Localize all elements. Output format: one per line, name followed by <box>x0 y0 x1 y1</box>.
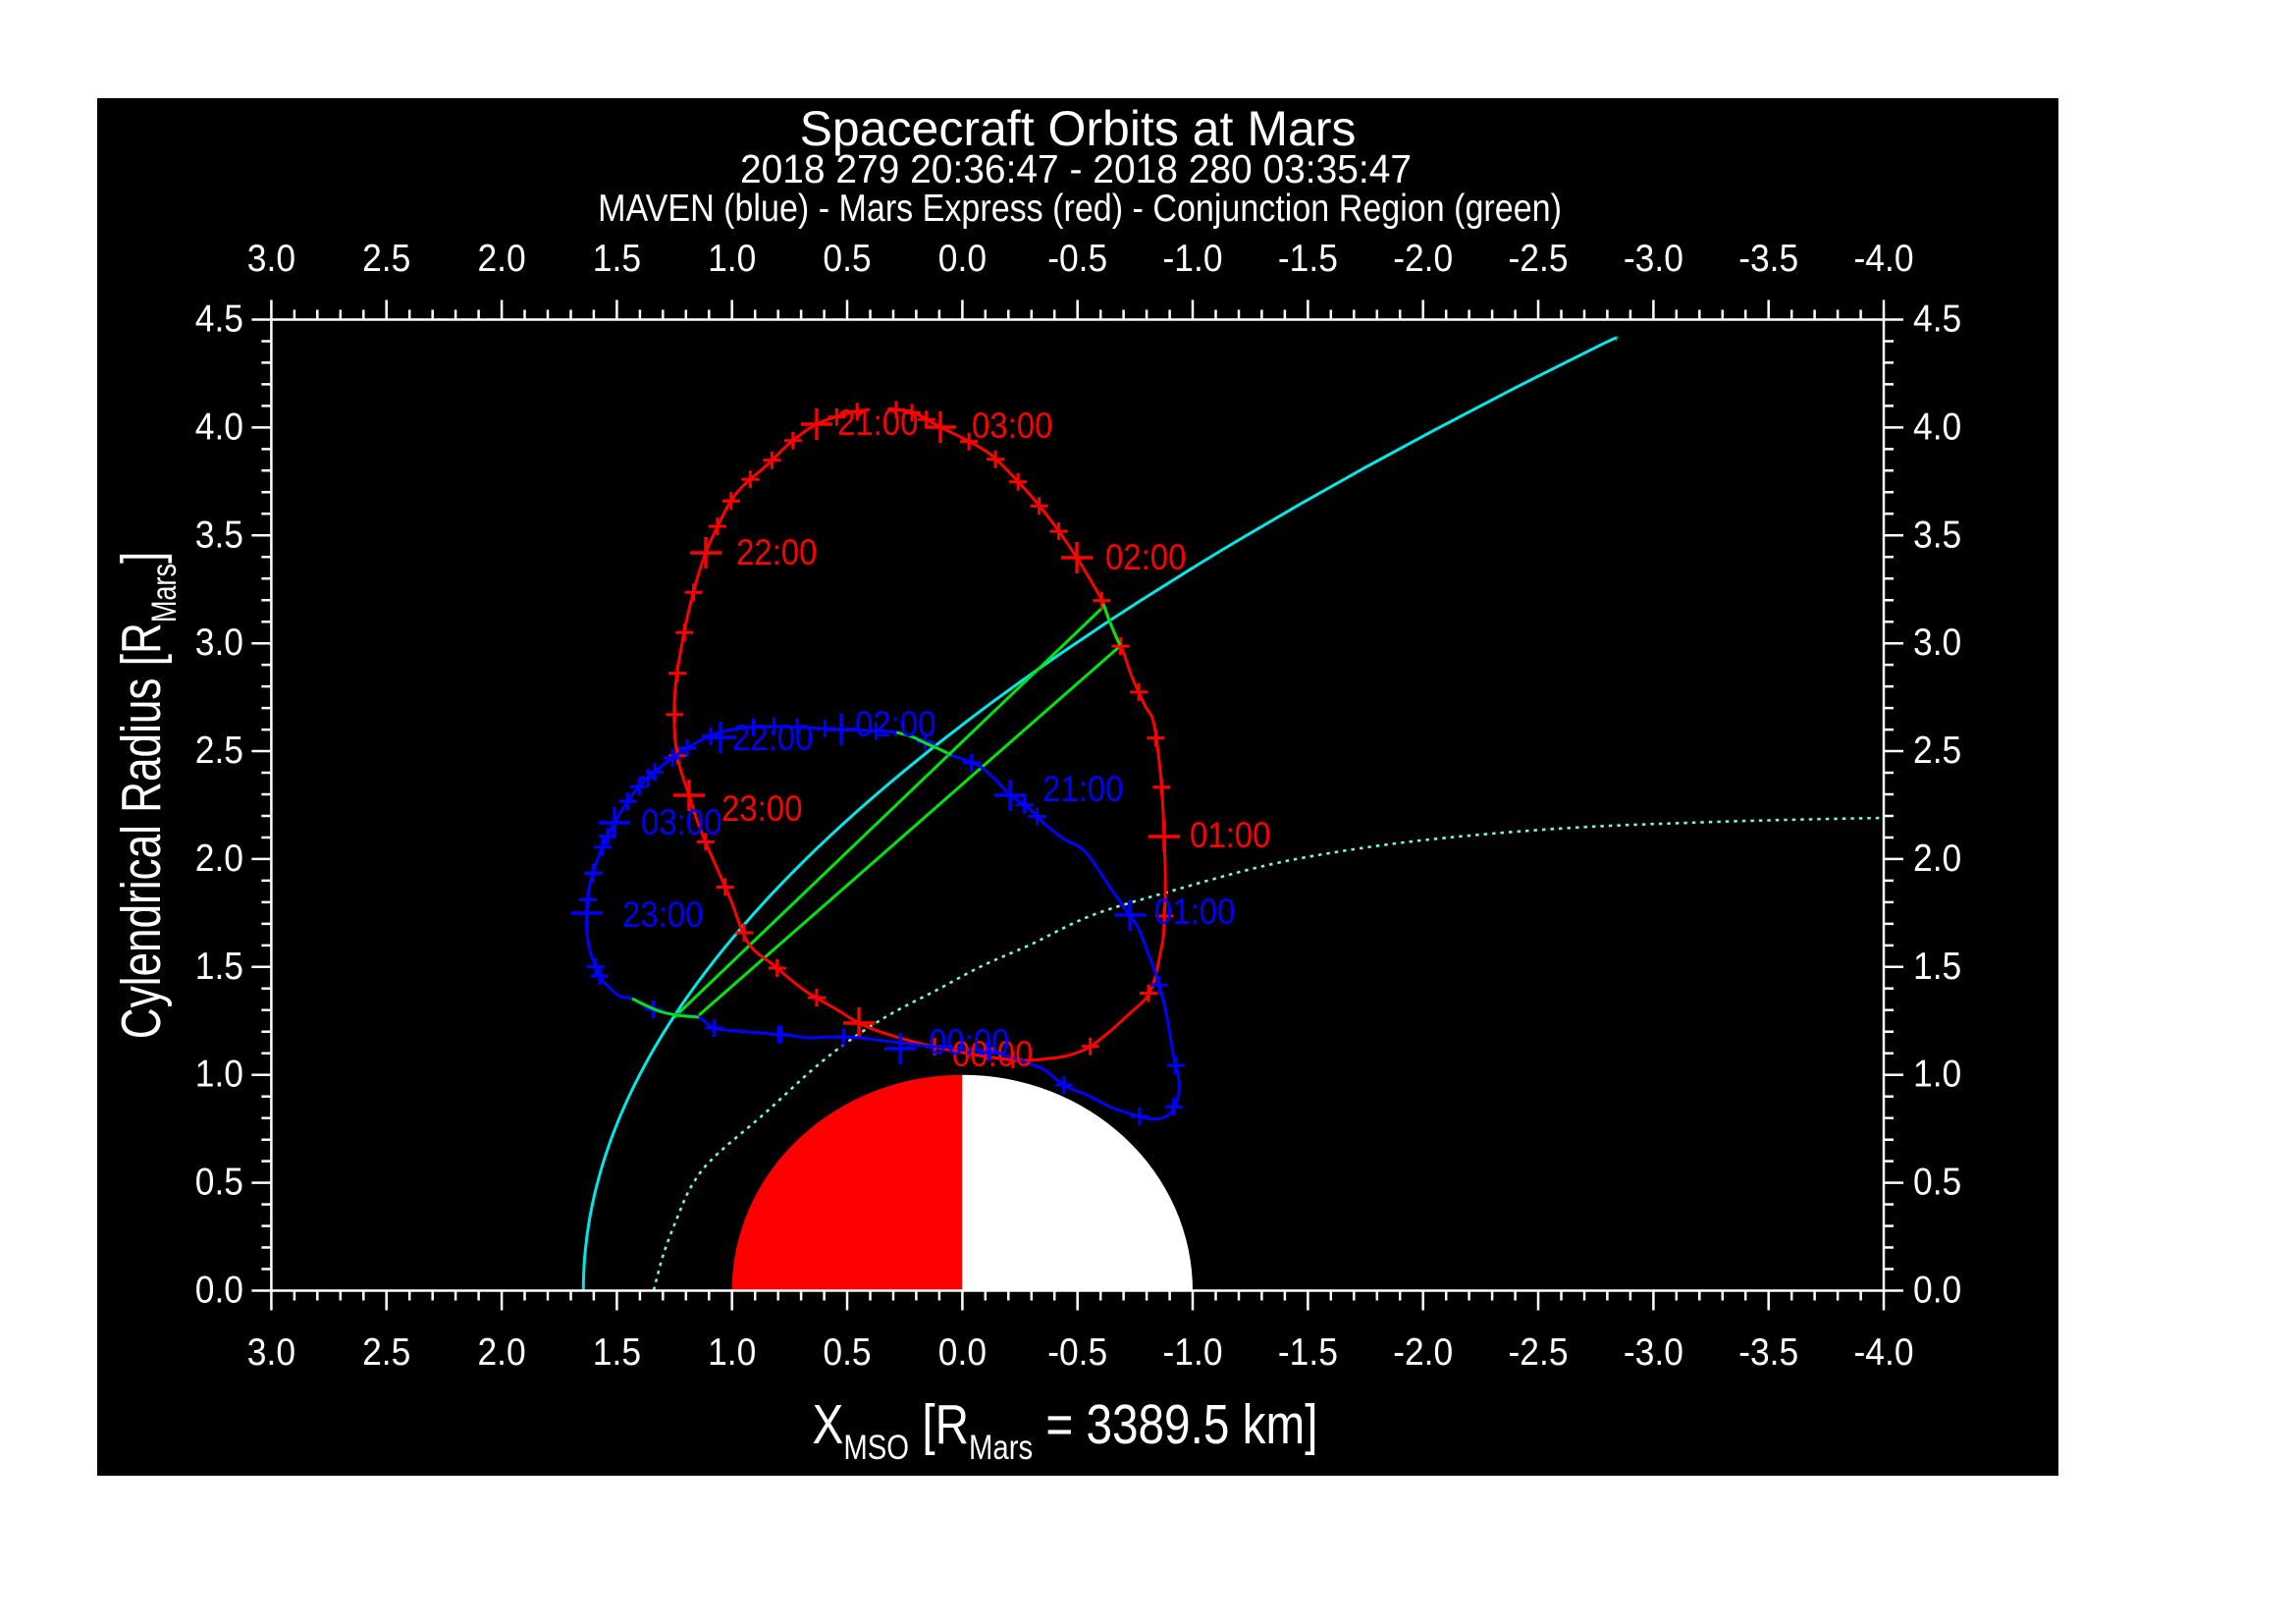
svg-text:22:00: 22:00 <box>736 532 817 572</box>
svg-text:21:00: 21:00 <box>837 403 918 443</box>
svg-text:23:00: 23:00 <box>622 894 703 935</box>
svg-text:-0.5: -0.5 <box>1047 238 1107 280</box>
svg-text:2.0: 2.0 <box>195 838 243 880</box>
svg-text:-3.0: -3.0 <box>1624 1331 1683 1374</box>
svg-text:2.0: 2.0 <box>1913 838 1961 880</box>
svg-text:0.5: 0.5 <box>823 1331 871 1374</box>
svg-text:2.0: 2.0 <box>477 1331 525 1374</box>
svg-text:-3.5: -3.5 <box>1738 1331 1798 1374</box>
svg-text:1.5: 1.5 <box>1913 945 1961 987</box>
svg-text:4.5: 4.5 <box>195 298 243 340</box>
svg-text:1.5: 1.5 <box>593 1331 641 1374</box>
svg-text:00:00: 00:00 <box>952 1034 1033 1074</box>
svg-text:2.5: 2.5 <box>362 238 410 280</box>
svg-text:23:00: 23:00 <box>721 788 802 829</box>
svg-text:1.5: 1.5 <box>195 945 243 987</box>
svg-text:-2.5: -2.5 <box>1508 1331 1568 1374</box>
svg-text:Cylendrical Radius [RMars]: Cylendrical Radius [RMars] <box>110 552 184 1040</box>
svg-text:00:00: 00:00 <box>929 1022 1009 1062</box>
svg-text:-0.5: -0.5 <box>1047 1331 1107 1374</box>
svg-text:3.0: 3.0 <box>247 1331 295 1374</box>
svg-text:4.5: 4.5 <box>1913 298 1961 340</box>
svg-text:3.0: 3.0 <box>195 622 243 664</box>
svg-text:2.0: 2.0 <box>477 238 525 280</box>
svg-text:22:00: 22:00 <box>732 718 813 758</box>
svg-text:MAVEN (blue) - Mars Express (r: MAVEN (blue) - Mars Express (red) - Conj… <box>598 187 1562 229</box>
svg-text:3.5: 3.5 <box>195 514 243 556</box>
svg-text:-2.0: -2.0 <box>1393 1331 1453 1374</box>
svg-text:4.0: 4.0 <box>195 406 243 448</box>
svg-text:2.5: 2.5 <box>1913 730 1961 772</box>
svg-text:2018 279 20:36:47 - 2018 280 0: 2018 279 20:36:47 - 2018 280 03:35:47 <box>740 147 1412 191</box>
svg-text:3.0: 3.0 <box>1913 622 1961 664</box>
svg-text:1.0: 1.0 <box>1913 1053 1961 1095</box>
svg-text:2.5: 2.5 <box>195 730 243 772</box>
svg-text:01:00: 01:00 <box>1154 892 1235 932</box>
svg-text:1.0: 1.0 <box>708 238 756 280</box>
svg-text:1.0: 1.0 <box>708 1331 756 1374</box>
svg-text:-1.0: -1.0 <box>1162 238 1222 280</box>
svg-text:3.5: 3.5 <box>1913 514 1961 556</box>
svg-text:21:00: 21:00 <box>1042 769 1123 809</box>
svg-text:0.0: 0.0 <box>938 1331 987 1374</box>
svg-text:0.5: 0.5 <box>1913 1161 1961 1203</box>
svg-text:-4.0: -4.0 <box>1853 1331 1913 1374</box>
svg-text:02:00: 02:00 <box>855 704 935 744</box>
svg-text:0.0: 0.0 <box>1913 1269 1961 1311</box>
svg-text:-1.5: -1.5 <box>1278 1331 1338 1374</box>
svg-text:-2.5: -2.5 <box>1508 238 1568 280</box>
svg-text:-3.0: -3.0 <box>1624 238 1683 280</box>
svg-text:2.5: 2.5 <box>362 1331 410 1374</box>
svg-text:-2.0: -2.0 <box>1393 238 1453 280</box>
svg-text:-3.5: -3.5 <box>1738 238 1798 280</box>
svg-text:0.5: 0.5 <box>195 1161 243 1203</box>
svg-text:-1.0: -1.0 <box>1162 1331 1222 1374</box>
svg-text:0.5: 0.5 <box>823 238 871 280</box>
svg-text:4.0: 4.0 <box>1913 406 1961 448</box>
svg-text:-4.0: -4.0 <box>1853 238 1913 280</box>
svg-text:02:00: 02:00 <box>1105 537 1186 577</box>
svg-text:0.0: 0.0 <box>938 238 987 280</box>
svg-text:Spacecraft Orbits at Mars: Spacecraft Orbits at Mars <box>800 101 1357 156</box>
svg-text:03:00: 03:00 <box>641 802 721 842</box>
svg-text:03:00: 03:00 <box>972 406 1052 446</box>
svg-text:01:00: 01:00 <box>1190 815 1270 855</box>
svg-text:1.5: 1.5 <box>593 238 641 280</box>
svg-text:3.0: 3.0 <box>247 238 295 280</box>
svg-text:1.0: 1.0 <box>195 1053 243 1095</box>
svg-text:0.0: 0.0 <box>195 1269 243 1311</box>
svg-text:-1.5: -1.5 <box>1278 238 1338 280</box>
